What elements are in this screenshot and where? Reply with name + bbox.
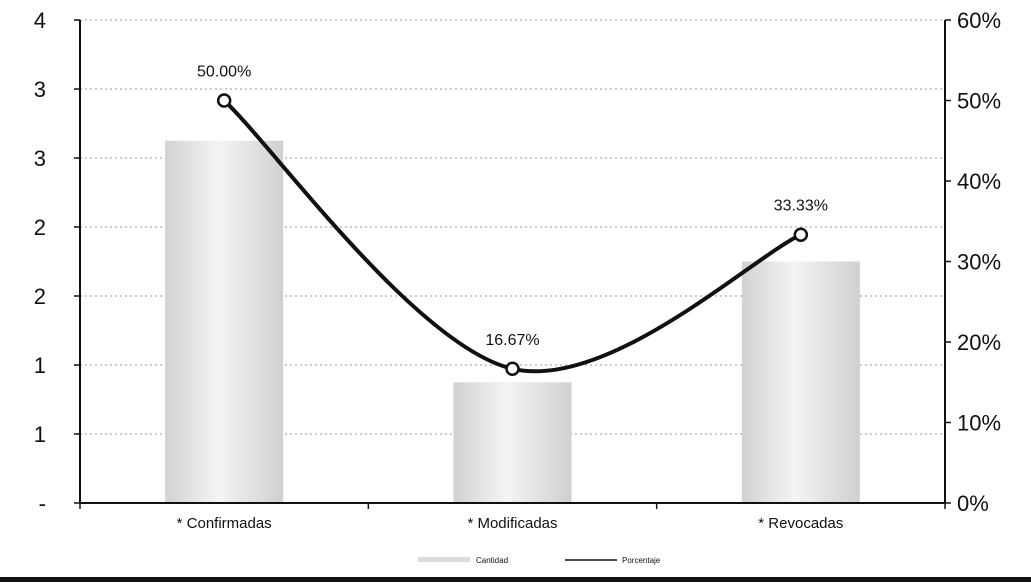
right-tick-label: 10% (957, 411, 1001, 436)
data-labels: 50.00% 16.67% 33.33% (197, 64, 828, 349)
legend: Cantidad Porcentaje (418, 556, 661, 565)
left-tick-label: - (39, 491, 46, 516)
left-tick-label: 4 (34, 8, 46, 33)
legend-swatch-bar (418, 557, 470, 562)
legend-label-bar: Cantidad (476, 556, 508, 565)
right-axis-ticks: 0% 10% 20% 30% 40% 50% 60% (945, 8, 1001, 516)
line-point (793, 227, 809, 242)
right-tick-label: 50% (957, 89, 1001, 114)
right-tick-label: 20% (957, 330, 1001, 355)
bottom-rule (0, 577, 1031, 582)
right-tick-label: 40% (957, 169, 1001, 194)
right-tick-label: 30% (957, 250, 1001, 275)
line-point (216, 93, 232, 108)
left-axis-ticks: - 1 1 2 2 3 3 4 (34, 8, 80, 516)
line-series (216, 93, 809, 377)
category-labels: * Confirmadas * Modificadas * Revocadas (79, 503, 946, 532)
bar (165, 140, 284, 503)
percentage-line (222, 98, 803, 374)
line-point (505, 361, 520, 377)
left-tick-label: 3 (34, 77, 46, 102)
category-label: * Revocadas (758, 515, 843, 532)
bar-series (165, 140, 860, 503)
data-label: 16.67% (485, 332, 539, 349)
category-label: * Modificadas (467, 515, 557, 532)
right-tick-label: 60% (957, 8, 1001, 33)
data-label: 33.33% (774, 198, 828, 215)
left-tick-label: 2 (34, 215, 46, 240)
data-label: 50.00% (197, 64, 251, 81)
legend-label-line: Porcentaje (622, 556, 661, 565)
bar (741, 261, 860, 503)
left-tick-label: 3 (34, 146, 46, 171)
category-label: * Confirmadas (177, 515, 272, 532)
bar (453, 382, 572, 503)
left-tick-label: 1 (34, 353, 46, 378)
left-tick-label: 1 (34, 422, 46, 447)
left-tick-label: 2 (34, 284, 46, 309)
right-tick-label: 0% (957, 491, 989, 516)
